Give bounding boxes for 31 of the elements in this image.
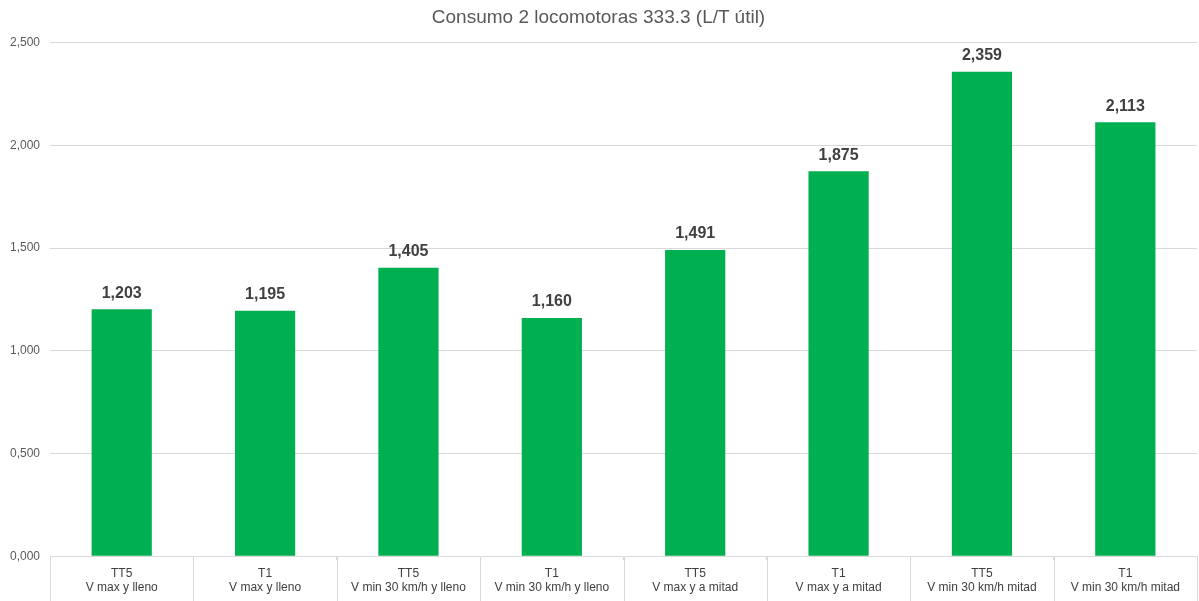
data-label: 1,405 <box>388 242 429 260</box>
y-tick-label: 1,500 <box>10 240 41 255</box>
x-tick-label: T1 V max y lleno <box>229 565 302 595</box>
y-tick-label: 2,500 <box>10 35 41 50</box>
bar <box>234 310 296 556</box>
data-label: 1,160 <box>531 292 572 310</box>
chart-title: Consumo 2 locomotoras 333.3 (L/T útil) <box>431 5 766 27</box>
bar <box>951 71 1013 556</box>
data-label: 1,195 <box>245 285 286 303</box>
bar <box>665 250 726 556</box>
bar <box>521 317 582 556</box>
y-tick-label: 0,500 <box>10 445 41 460</box>
x-tick-label: TT5 V min 30 km/h y lleno <box>351 565 467 595</box>
data-label: 2,359 <box>961 46 1003 64</box>
x-tick-label: T1 V min 30 km/h mitad <box>1070 565 1180 595</box>
data-label: 1,203 <box>101 283 142 301</box>
data-label: 1,491 <box>675 224 716 242</box>
bar <box>378 267 439 556</box>
x-tick-label: TT5 V min 30 km/h mitad <box>927 565 1037 595</box>
x-tick-label: TT5 V max y a mitad <box>652 565 739 595</box>
x-tick-label: TT5 V max y lleno <box>85 565 159 595</box>
y-tick-label: 0,000 <box>10 548 41 563</box>
x-tick-label: T1 V min 30 km/h y lleno <box>494 565 610 595</box>
bar <box>808 171 869 556</box>
data-label: 1,875 <box>818 145 859 163</box>
bar <box>91 309 152 556</box>
data-label: 2,113 <box>1105 96 1145 114</box>
x-tick-label: T1 V max y a mitad <box>795 565 882 595</box>
y-tick-label: 2,000 <box>10 137 41 152</box>
y-tick-label: 1,000 <box>10 343 41 358</box>
bar <box>1095 122 1156 556</box>
